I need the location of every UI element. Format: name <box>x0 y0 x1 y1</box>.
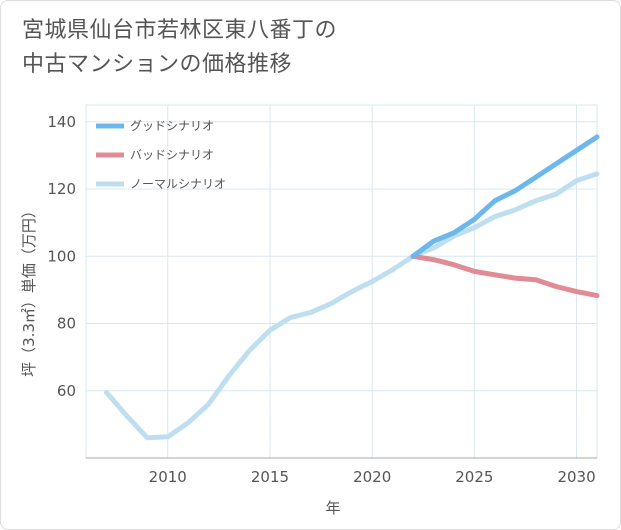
legend-label-2: ノーマルシナリオ <box>130 177 226 191</box>
chart-title: 宮城県仙台市若林区東八番丁の 中古マンションの価格推移 <box>22 14 582 82</box>
x-tick-label: 2020 <box>353 468 391 486</box>
legend-label-1: バッドシナリオ <box>130 148 214 162</box>
y-tick-label: 100 <box>47 247 76 265</box>
y-tick-label: 80 <box>57 315 76 333</box>
chart-title-line-2: 中古マンションの価格推移 <box>22 52 293 77</box>
x-tick-label: 2030 <box>557 468 595 486</box>
x-axis-label: 年 <box>325 499 340 517</box>
axes: 2010 2015 2020 2025 2030 60 80 100 120 140 <box>47 113 597 486</box>
x-tick-label: 2015 <box>251 468 289 486</box>
x-tick-label: 2010 <box>149 468 187 486</box>
series-line-bad <box>410 253 600 299</box>
series-lines <box>103 134 600 441</box>
series-line-normal <box>103 171 600 441</box>
y-tick-label: 140 <box>47 113 76 131</box>
chart-title-line-1: 宮城県仙台市若林区東八番丁の <box>22 18 338 43</box>
y-tick-label: 120 <box>47 180 76 198</box>
y-tick-label: 60 <box>57 382 76 400</box>
series-line-good <box>410 134 600 259</box>
x-tick-label: 2025 <box>455 468 493 486</box>
y-axis-label: 坪（3.3㎡）単価（万円） <box>20 203 38 377</box>
legend-label-0: グッドシナリオ <box>130 119 214 133</box>
